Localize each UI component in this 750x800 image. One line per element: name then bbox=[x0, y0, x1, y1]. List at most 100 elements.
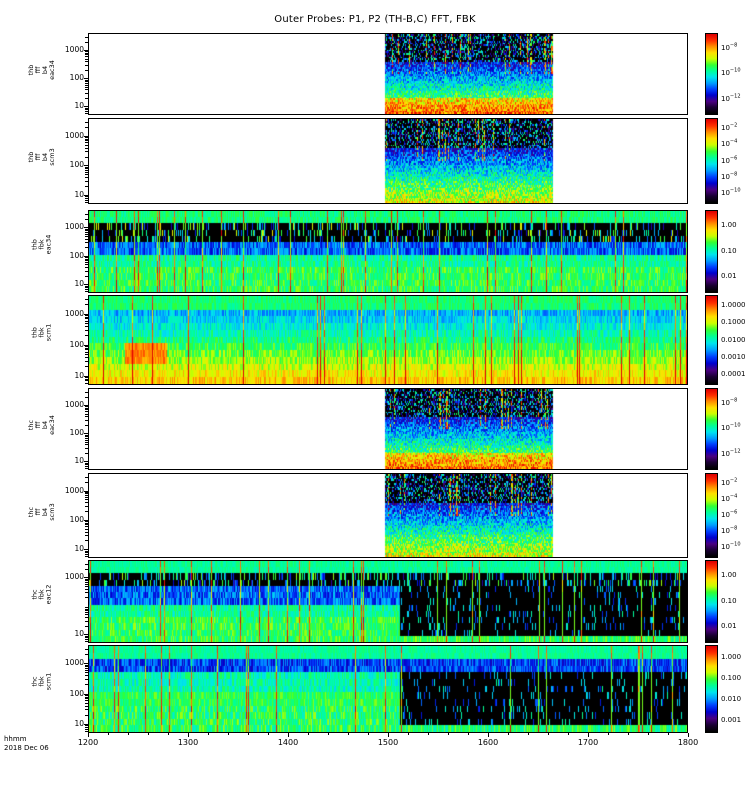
y-tick-label: 100 bbox=[69, 250, 84, 260]
y-minor-tick bbox=[85, 531, 88, 533]
y-tick-label: 10 bbox=[74, 190, 84, 200]
y-minor-tick bbox=[85, 648, 88, 650]
y-minor-tick bbox=[85, 620, 88, 622]
y-minor-tick bbox=[85, 467, 88, 469]
y-minor-tick bbox=[85, 298, 88, 300]
spectrogram-image bbox=[89, 474, 687, 557]
y-minor-tick bbox=[85, 419, 88, 421]
colorbar-tick-label: 0.10 bbox=[721, 596, 737, 605]
y-minor-tick bbox=[85, 126, 88, 128]
colorbar-tick-label: 10−4 bbox=[721, 138, 738, 149]
x-minor-tick bbox=[568, 733, 569, 735]
y-minor-tick bbox=[85, 444, 88, 446]
y-minor-tick bbox=[85, 174, 88, 176]
y-minor-tick bbox=[85, 608, 88, 610]
y-minor-tick bbox=[85, 700, 88, 702]
y-minor-tick bbox=[85, 380, 88, 382]
x-minor-tick bbox=[248, 733, 249, 735]
page-title: Outer Probes: P1, P2 (TH-B,C) FFT, FBK bbox=[274, 14, 476, 25]
y-minor-tick bbox=[85, 493, 88, 495]
panel-plot-area bbox=[89, 561, 687, 642]
y-minor-tick bbox=[85, 416, 88, 418]
colorbar-tick-label: 1.00 bbox=[721, 571, 737, 580]
y-minor-tick bbox=[85, 357, 88, 358]
colorbar-tick-label: 10−8 bbox=[721, 397, 738, 408]
colorbar-tick-label: 10−6 bbox=[721, 509, 738, 520]
y-minor-tick bbox=[85, 82, 88, 84]
y-minor-tick bbox=[85, 151, 88, 153]
colorbar-gradient bbox=[706, 474, 717, 557]
x-minor-tick bbox=[488, 733, 489, 735]
colorbar-tick-label: 0.0001 bbox=[721, 369, 746, 378]
y-minor-tick bbox=[85, 349, 88, 351]
colorbar-tick-label: 1.000 bbox=[721, 653, 742, 662]
colorbar-tick-label: 0.01 bbox=[721, 622, 737, 631]
y-minor-tick bbox=[85, 138, 88, 140]
y-tick-label: 100 bbox=[69, 688, 84, 698]
y-tick-label: 100 bbox=[69, 73, 84, 83]
y-minor-tick bbox=[85, 464, 88, 466]
y-tick-mark bbox=[84, 50, 89, 51]
y-minor-tick bbox=[85, 347, 88, 349]
y-minor-tick bbox=[85, 229, 88, 231]
x-tick-label: 1500 bbox=[377, 738, 399, 747]
y-minor-tick bbox=[85, 382, 88, 384]
x-tick-mark bbox=[188, 733, 189, 737]
y-minor-tick bbox=[85, 177, 88, 179]
panel-y-axis-label: thb fbk scm1 bbox=[30, 323, 53, 342]
y-minor-tick bbox=[85, 552, 88, 554]
y-minor-tick bbox=[85, 366, 88, 368]
spectrogram-panel-thc-fff-b4-scm3 bbox=[88, 473, 688, 558]
panel-plot-area bbox=[89, 119, 687, 203]
y-tick-label: 10 bbox=[74, 629, 84, 639]
y-minor-tick bbox=[85, 476, 88, 478]
x-tick-label: 1400 bbox=[277, 738, 299, 747]
y-minor-tick bbox=[85, 304, 88, 306]
y-tick-mark bbox=[84, 284, 89, 286]
y-minor-tick bbox=[85, 437, 88, 439]
y-tick-mark bbox=[84, 313, 89, 315]
y-tick-mark bbox=[84, 723, 89, 725]
colorbar-gradient bbox=[706, 119, 717, 203]
y-tick-label: 1000 bbox=[64, 45, 84, 54]
y-minor-tick bbox=[85, 84, 88, 86]
x-minor-tick bbox=[548, 733, 549, 735]
y-minor-tick bbox=[85, 360, 88, 362]
y-tick-mark bbox=[84, 195, 89, 197]
y-tick-label: 1000 bbox=[64, 572, 84, 582]
colorbar-gradient bbox=[706, 646, 717, 732]
y-minor-tick bbox=[85, 79, 88, 81]
colorbar-tick-label: 0.1000 bbox=[721, 318, 746, 327]
y-tick-label: 10 bbox=[74, 101, 84, 111]
y-tick-mark bbox=[84, 405, 89, 406]
y-tick-label: 10 bbox=[74, 279, 84, 289]
spectrogram-panel-thb-fff-b4-scm3 bbox=[88, 118, 688, 204]
colorbar-tick-label: 1.00 bbox=[721, 221, 737, 230]
y-minor-tick bbox=[85, 424, 88, 426]
y-tick-mark bbox=[84, 135, 89, 137]
colorbar-tick-label: 0.0010 bbox=[721, 352, 746, 361]
panel-plot-area bbox=[89, 211, 687, 292]
y-minor-tick bbox=[85, 262, 88, 264]
y-minor-tick bbox=[85, 441, 88, 443]
y-tick-mark bbox=[84, 165, 89, 167]
y-minor-tick bbox=[85, 521, 88, 523]
y-minor-tick bbox=[85, 186, 88, 188]
y-minor-tick bbox=[85, 156, 88, 158]
x-minor-tick bbox=[408, 733, 409, 735]
y-minor-tick bbox=[85, 610, 88, 612]
y-tick-label: 10 bbox=[74, 370, 84, 380]
y-minor-tick bbox=[85, 80, 88, 82]
y-minor-tick bbox=[85, 41, 88, 43]
spectrogram-image bbox=[89, 389, 687, 469]
y-tick-label: 100 bbox=[69, 339, 84, 349]
y-minor-tick bbox=[85, 260, 88, 262]
y-minor-tick bbox=[85, 144, 88, 146]
y-minor-tick bbox=[85, 675, 88, 677]
spectrogram-panel-thc-fbk-scm1 bbox=[88, 645, 688, 733]
colorbar-tick-label: 0.001 bbox=[721, 715, 742, 724]
y-tick-label: 100 bbox=[69, 160, 84, 170]
panel-y-axis-label: thb fff b4 scm3 bbox=[27, 148, 56, 166]
y-minor-tick bbox=[85, 112, 88, 114]
spectrogram-panel-thc-fff-b4-eac34 bbox=[88, 388, 688, 470]
